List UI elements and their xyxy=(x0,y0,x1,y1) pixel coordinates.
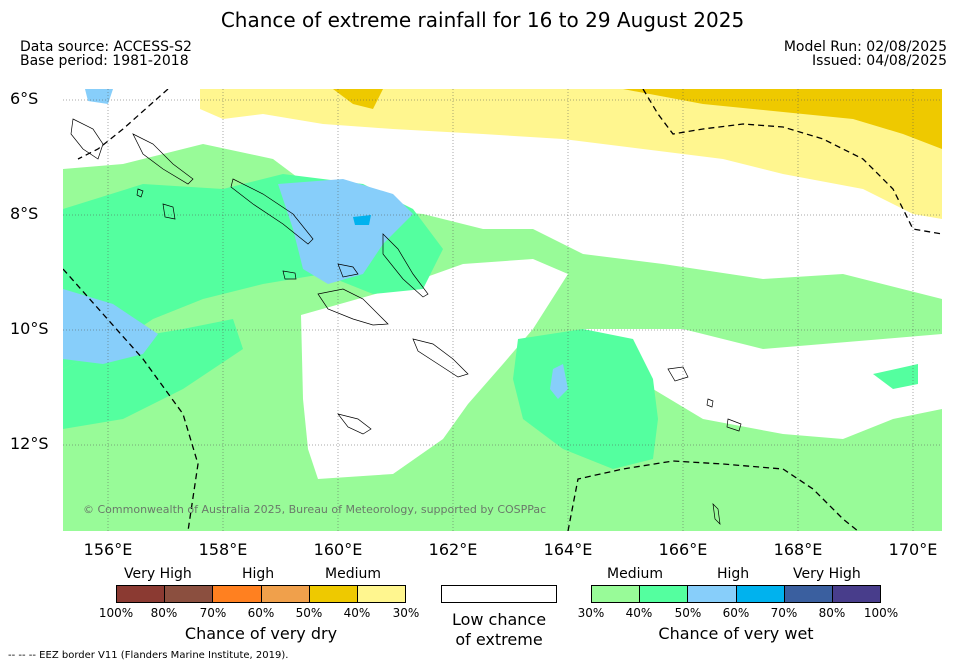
lon-label-164e: 164°E xyxy=(543,540,593,559)
dry-category-high: High xyxy=(242,566,275,582)
lon-label-170e: 170°E xyxy=(888,540,938,559)
wet-tick: 80% xyxy=(818,606,846,620)
lon-label-166e: 166°E xyxy=(658,540,708,559)
wet-tick: 50% xyxy=(674,606,702,620)
map-title: Chance of extreme rainfall for 16 to 29 … xyxy=(220,8,745,32)
wet-swatch-40-50 xyxy=(640,586,689,602)
lat-label-12s: 12°S xyxy=(10,434,49,453)
wet-category-very-high: Very High xyxy=(793,566,861,582)
model-run-label: Model Run: 02/08/2025 xyxy=(783,39,947,55)
dry-tick: 50% xyxy=(295,606,323,620)
lat-label-10s: 10°S xyxy=(10,319,49,338)
data-source-info: Data source: ACCESS-S2 Base period: 1981… xyxy=(20,40,192,68)
wet-swatch-30-40 xyxy=(592,586,641,602)
dry-tick: 100% xyxy=(98,606,134,620)
wet-category-medium: Medium xyxy=(607,566,663,582)
wet-tick: 40% xyxy=(625,606,653,620)
wet-tick: 60% xyxy=(722,606,750,620)
dry-tick: 40% xyxy=(343,606,371,620)
low-chance-central xyxy=(301,259,568,479)
model-run-info: Model Run: 02/08/2025 Issued: 04/08/2025 xyxy=(784,40,947,68)
lon-label-160e: 160°E xyxy=(313,540,363,559)
dry-tick: 70% xyxy=(199,606,227,620)
dry-swatch-50-40 xyxy=(309,586,358,602)
dry-swatch-60-50 xyxy=(261,586,310,602)
dry-caption: Chance of very dry xyxy=(184,624,338,643)
copyright-notice: © Commonwealth of Australia 2025, Bureau… xyxy=(83,503,547,516)
very-high-wet-patch xyxy=(353,215,371,225)
medium-dry-region xyxy=(200,89,942,219)
wet-category-high: High xyxy=(717,566,750,582)
issued-label: Issued: 04/08/2025 xyxy=(812,53,947,69)
wet-swatch-60-70 xyxy=(736,586,785,602)
low-chance-swatch xyxy=(441,585,557,603)
eez-borders xyxy=(63,89,942,531)
lon-label-168e: 168°E xyxy=(773,540,823,559)
high-wet-west xyxy=(63,289,158,364)
low-chance-caption: Low chance of extreme xyxy=(441,610,557,650)
lat-label-6s: 6°S xyxy=(10,89,39,108)
wet-swatch-50-60 xyxy=(688,586,737,602)
high-wet-solomons xyxy=(278,179,413,284)
coastlines xyxy=(70,118,742,525)
medium-high-dry-west xyxy=(333,89,383,109)
low-chance-east xyxy=(583,329,942,439)
eez-footnote: -- -- -- EEZ border V11 (Flanders Marine… xyxy=(8,650,289,661)
wet-band-central-south xyxy=(513,329,658,469)
wet-tick: 30% xyxy=(577,606,605,620)
wet-band-east-patch xyxy=(873,364,918,389)
wet-colorbar xyxy=(591,585,881,603)
wet-caption: Chance of very wet xyxy=(658,624,814,643)
dry-tick: 60% xyxy=(247,606,275,620)
dry-tick: 80% xyxy=(150,606,178,620)
dry-category-medium: Medium xyxy=(325,566,381,582)
dry-swatch-100-80 xyxy=(117,586,166,602)
base-period-label: Base period: 1981-2018 xyxy=(20,53,189,69)
dry-colorbar xyxy=(116,585,406,603)
lon-label-162e: 162°E xyxy=(428,540,478,559)
dry-category-very-high: Very High xyxy=(124,566,192,582)
wet-swatch-70-80 xyxy=(784,586,833,602)
data-source-label: Data source: ACCESS-S2 xyxy=(20,39,192,55)
dry-tick: 30% xyxy=(392,606,420,620)
dry-swatch-70-60 xyxy=(213,586,262,602)
lon-label-156e: 156°E xyxy=(83,540,133,559)
high-wet-central xyxy=(550,364,568,399)
medium-high-dry-east xyxy=(623,89,942,149)
graticule xyxy=(63,89,942,531)
low-chance-caption-line2: of extreme xyxy=(455,630,543,649)
dry-swatch-80-70 xyxy=(165,586,214,602)
wet-swatch-80-100 xyxy=(832,586,881,602)
high-wet-northwest xyxy=(85,89,113,104)
wet-tick: 100% xyxy=(863,606,899,620)
low-chance-caption-line1: Low chance xyxy=(451,610,547,629)
wet-tick: 70% xyxy=(770,606,798,620)
lat-label-8s: 8°S xyxy=(10,204,39,223)
dry-swatch-40-30 xyxy=(357,586,406,602)
rainfall-map xyxy=(63,89,942,531)
lon-label-158e: 158°E xyxy=(198,540,248,559)
